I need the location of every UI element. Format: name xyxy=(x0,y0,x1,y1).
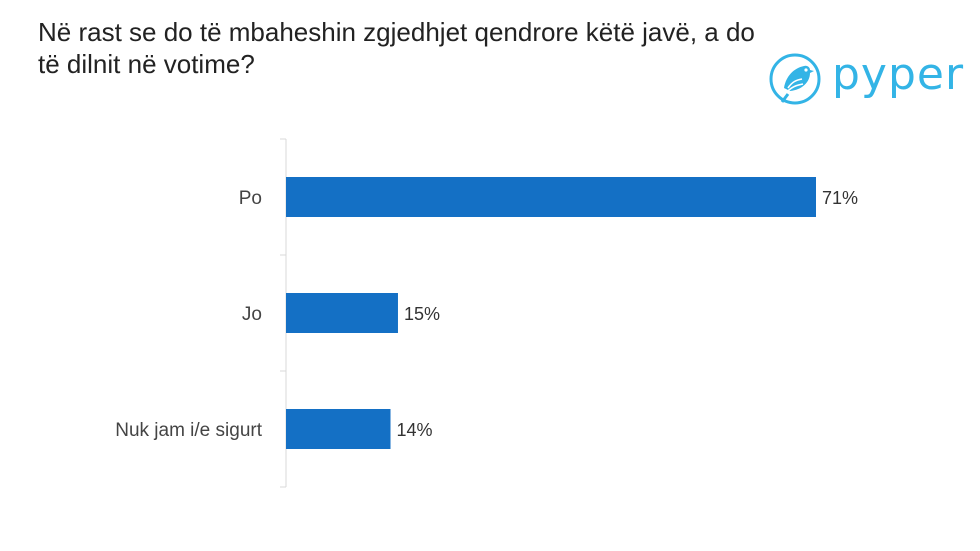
value-label: 71% xyxy=(822,188,858,208)
category-label: Nuk jam i/e sigurt xyxy=(115,420,262,441)
bar-0 xyxy=(286,177,816,217)
pyper-logo: pyper xyxy=(766,50,963,112)
value-label: 14% xyxy=(397,420,433,440)
category-label: Po xyxy=(239,188,262,209)
bird-logo-icon xyxy=(769,53,821,105)
bar-1 xyxy=(286,293,398,333)
value-label: 15% xyxy=(404,304,440,324)
category-label: Jo xyxy=(242,304,262,325)
logo-text: pyper xyxy=(832,49,965,100)
chart-title: Në rast se do të mbaheshin zgjedhjet qen… xyxy=(38,17,755,79)
bar-2 xyxy=(286,409,391,449)
